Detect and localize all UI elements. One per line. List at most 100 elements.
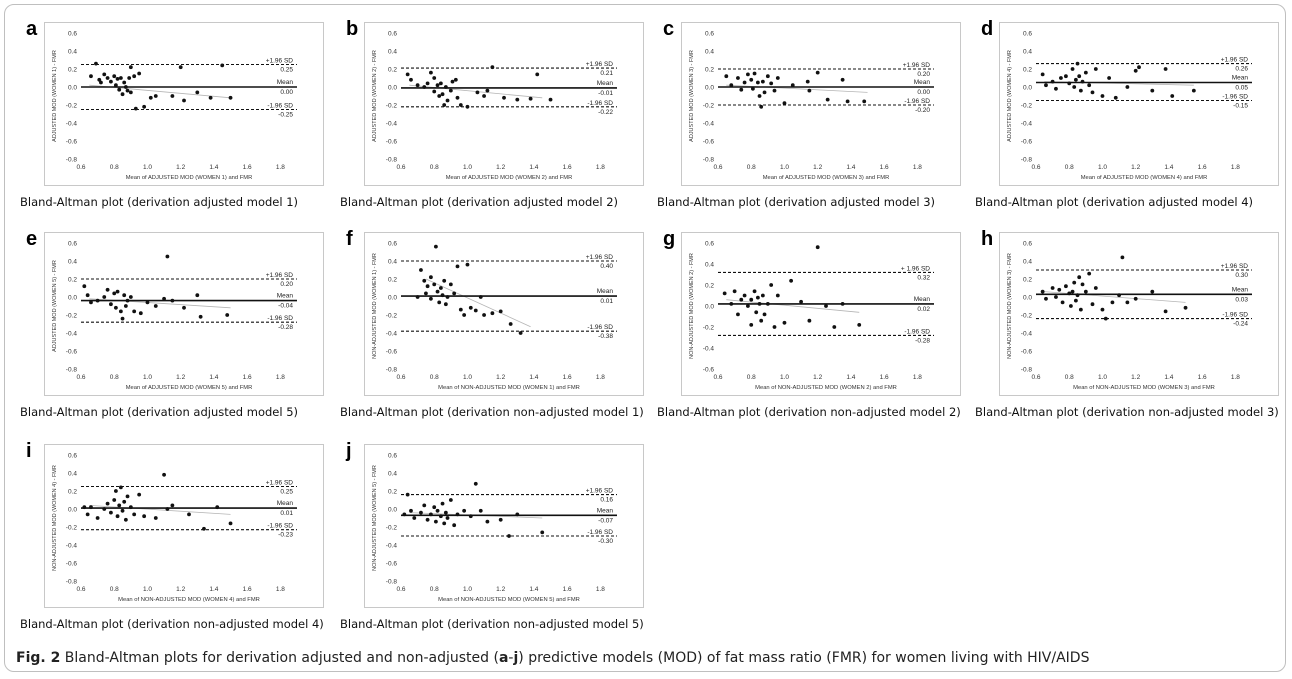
data-point (123, 304, 128, 308)
data-point (95, 516, 100, 520)
x-axis-title: Mean of ADJUSTED MOD (WOMEN 1) and FMR (126, 175, 253, 181)
y-tick-label: -0.2 (66, 103, 78, 110)
x-tick-label: 1.4 (209, 586, 218, 593)
x-tick-label: 1.2 (813, 374, 822, 381)
data-point (153, 304, 158, 308)
x-tick-label: 0.6 (713, 164, 722, 171)
data-point (148, 95, 153, 100)
x-tick-label: 1.4 (209, 374, 218, 381)
x-tick-label: 1.6 (1198, 164, 1207, 171)
data-point (187, 512, 191, 517)
panel-caption: Bland-Altman plot (derivation non-adjust… (340, 617, 644, 631)
data-point (807, 88, 812, 93)
data-point (775, 293, 780, 298)
upper-sd-value: 0.25 (280, 67, 293, 74)
y-tick-label: -0.6 (703, 139, 715, 146)
y-tick-label: 0.6 (68, 453, 77, 460)
data-point (458, 307, 463, 312)
data-point (1067, 81, 1072, 86)
x-tick-label: 1.0 (143, 164, 152, 171)
data-point (1073, 298, 1078, 303)
x-tick-label: 1.8 (596, 586, 605, 593)
y-tick-label: -0.6 (386, 349, 398, 356)
mean-label: Mean (914, 296, 931, 303)
data-point (452, 291, 457, 296)
upper-sd-value: 0.20 (280, 281, 293, 288)
data-point (755, 295, 760, 300)
data-point (429, 512, 433, 517)
data-point (1103, 316, 1108, 321)
data-point (473, 481, 478, 486)
data-point (442, 278, 447, 283)
panel-caption: Bland-Altman plot (derivation adjusted m… (657, 195, 936, 209)
data-point (729, 83, 734, 88)
mean-label: Mean (277, 79, 294, 86)
data-point (440, 293, 445, 298)
data-point (518, 331, 523, 335)
y-tick-label: -0.4 (66, 121, 78, 128)
data-point (490, 311, 495, 316)
x-tick-label: 1.4 (209, 164, 218, 171)
data-point (220, 63, 225, 68)
data-point (437, 94, 442, 98)
data-point (762, 90, 767, 95)
y-tick-label: -0.4 (703, 121, 715, 128)
data-point (1083, 289, 1088, 294)
data-point (438, 286, 443, 290)
y-tick-label: 0.6 (1023, 241, 1032, 248)
x-tick-label: 1.0 (143, 586, 152, 593)
data-point (857, 323, 862, 327)
data-point (142, 104, 147, 109)
data-point (105, 76, 110, 80)
mean-value: -0.07 (598, 517, 613, 524)
bland-altman-chart: 0.60.40.20.0-0.2-0.4-0.6-0.80.6 0.8 1.0 1.2… (689, 31, 934, 181)
data-point (145, 300, 150, 305)
data-point (128, 505, 133, 510)
data-point (115, 289, 120, 294)
data-point (165, 507, 170, 511)
data-point (115, 77, 120, 81)
lower-sd-value: -0.28 (915, 337, 930, 344)
bland-altman-chart: 0.60.40.20.0-0.2-0.4-0.6-0.80.6 0.8 1.0 1.2… (1007, 31, 1252, 181)
y-tick-label: -0.2 (66, 525, 78, 532)
lower-sd-label: -1.96 SD (587, 529, 613, 536)
data-point (402, 512, 407, 517)
mean-value: 0.02 (917, 306, 930, 313)
x-tick-label: 1.6 (243, 374, 252, 381)
data-point (162, 296, 166, 301)
plot-area: 0.6 0.4 0.2 0.0 -0.2 -0.4 -0.6 -0.8 0.6 0.8 1.0 1.2… (44, 22, 324, 186)
y-tick-label: -0.2 (703, 103, 715, 110)
mean-label: Mean (277, 500, 294, 507)
x-tick-label: 1.2 (1131, 374, 1140, 381)
y-tick-label: 0.2 (388, 67, 397, 74)
upper-sd-value: 0.30 (1235, 272, 1248, 279)
y-tick-label: 0.0 (1023, 295, 1032, 302)
lower-sd-value: -0.30 (598, 538, 613, 545)
data-point (739, 87, 744, 92)
data-point (419, 268, 423, 272)
data-point (749, 297, 754, 302)
data-point (113, 305, 118, 310)
x-tick-label: 1.6 (243, 164, 252, 171)
upper-sd-label: +1.96 SD (586, 254, 614, 261)
data-point (1072, 85, 1077, 89)
x-tick-label: 1.4 (846, 374, 855, 381)
data-point (789, 278, 794, 283)
data-point (762, 312, 767, 317)
data-point (750, 86, 755, 91)
data-point (840, 302, 845, 306)
y-axis-title: ADJUSTED MOD (WOMEN 2) - FMR (372, 50, 378, 142)
data-point (112, 498, 117, 502)
data-point (127, 76, 132, 80)
lower-sd-label: -1.96 SD (904, 98, 930, 105)
data-point (125, 298, 130, 303)
data-point (102, 295, 107, 299)
x-tick-label: 0.8 (1065, 164, 1074, 171)
figure-label: Fig. 2 (16, 650, 61, 666)
bland-altman-chart: 0.60.40.20.0-0.2-0.4-0.6-0.80.6 0.8 1.0 1.2… (372, 241, 617, 391)
data-point (105, 501, 110, 506)
y-tick-label: -0.2 (703, 325, 715, 332)
y-axis-title: ADJUSTED MOD (WOMEN 1) - FMR (52, 50, 58, 142)
panel-caption: Bland-Altman plot (derivation adjusted m… (20, 405, 299, 419)
y-tick-label: 0.2 (388, 489, 397, 496)
